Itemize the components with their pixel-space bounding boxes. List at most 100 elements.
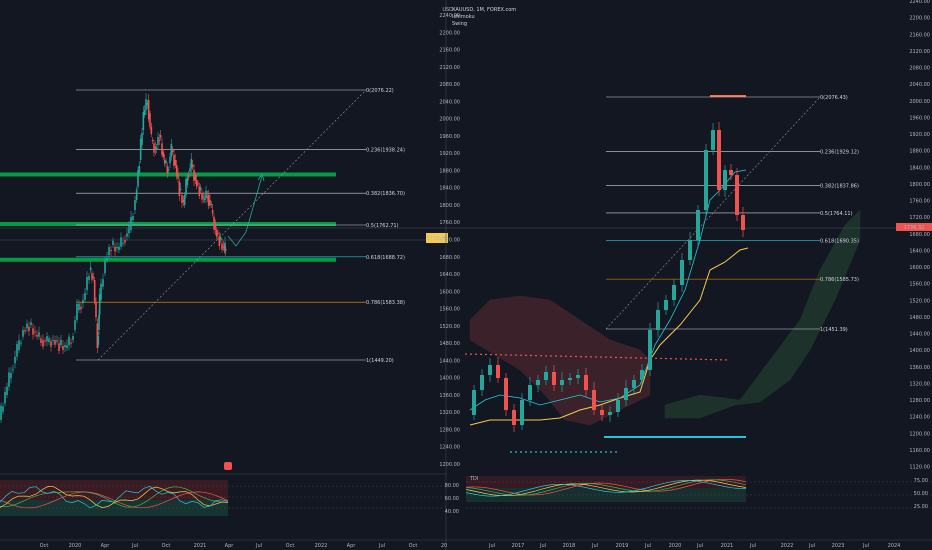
candle-body-right	[723, 170, 727, 190]
candle-body-right	[528, 385, 532, 400]
y-tick-right: 1960.00	[909, 115, 930, 121]
candle-body	[224, 242, 226, 250]
candle-body	[187, 175, 190, 178]
y-tick-right: 1240.00	[909, 415, 930, 421]
x-tick-right: Jul	[488, 543, 495, 549]
y-tick-mid: 2160.00	[439, 48, 460, 54]
candle-body	[223, 249, 226, 251]
osc-band-top	[0, 480, 228, 500]
candle-body	[120, 237, 122, 247]
candle-body	[122, 243, 124, 244]
candle-body	[95, 301, 97, 318]
price-tag-right-bg	[896, 223, 932, 231]
indicator-ichimoku: Ichimoku	[452, 14, 475, 20]
candle-body-right	[704, 150, 708, 210]
y-tick-mid: 1320.00	[439, 410, 460, 416]
candle-body	[175, 165, 178, 177]
y-tick-right: 1320.00	[909, 381, 930, 387]
candle-body	[98, 294, 101, 315]
x-tick-right: Jul	[591, 543, 598, 549]
x-tick-right: 2019	[616, 543, 629, 549]
fib-label: 1(1449.20)	[366, 358, 394, 364]
x-tick-left: 2021	[194, 543, 207, 549]
oscillator-label: TDI	[469, 476, 478, 482]
candle-body	[118, 246, 120, 250]
candle-body	[170, 144, 173, 157]
candle-body	[178, 181, 181, 196]
candle-body	[36, 335, 38, 337]
candle-body	[26, 323, 28, 329]
x-tick-left: Apr	[347, 543, 357, 549]
x-tick-right: 2023	[832, 543, 845, 549]
right-chart-pane[interactable]: 0(2076.43) 0.236(1929.12) 0.382(1837.86) 0.…	[0, 95, 932, 453]
candle-body	[218, 236, 221, 246]
y-tick-right: 1880.00	[909, 149, 930, 155]
candle-body	[134, 200, 136, 210]
candle-body	[70, 342, 72, 344]
x-tick-left: 2022	[315, 543, 328, 549]
candle-body	[124, 240, 126, 243]
fib-label-right: 0.382(1837.86)	[820, 184, 859, 190]
y-tick-mid: 1960.00	[439, 134, 460, 140]
fib-label: 0.5(1762.71)	[366, 223, 399, 229]
x-tick-right: 2018	[563, 543, 576, 549]
candle-body	[14, 356, 16, 364]
y-tick-right: 1600.00	[909, 265, 930, 271]
candle-body	[0, 405, 2, 420]
candle-body	[173, 155, 175, 166]
candle-body	[191, 165, 194, 167]
y-tick-mid: 1440.00	[439, 358, 460, 364]
candle-body	[165, 160, 167, 164]
zone-band	[0, 257, 336, 262]
x-tick-left: Oct	[162, 543, 171, 549]
fib-label-right: 0.5(1764.11)	[820, 211, 853, 217]
candle-body	[193, 170, 195, 181]
candle-body-right	[592, 390, 596, 410]
candle-body-right	[680, 260, 684, 285]
candle-body-right	[488, 365, 492, 375]
candle-body	[32, 328, 34, 335]
candle-body	[8, 372, 10, 387]
fib-label-right: 0.236(1929.12)	[820, 150, 859, 156]
candle-body	[219, 237, 222, 240]
candle-body	[147, 100, 150, 120]
candle-body	[201, 193, 203, 200]
osc-line-right	[465, 480, 747, 497]
candle-body	[110, 250, 112, 251]
candle-body-right	[741, 215, 745, 230]
left-chart-pane[interactable]: 0(2076.22) 0.236(1938.24) 0.382(1836.70) 0.…	[0, 88, 448, 423]
candle-body	[97, 336, 100, 345]
candle-body	[155, 148, 158, 150]
candle-body	[48, 338, 50, 342]
left-oscillator-pane	[0, 462, 446, 516]
candle-body	[100, 283, 102, 300]
candle-body	[10, 373, 12, 379]
candle-body-right	[552, 372, 556, 385]
y-tick-right: 1200.00	[909, 431, 930, 437]
tenkan-line	[469, 169, 747, 411]
candle-body	[141, 133, 143, 145]
candle-body	[174, 160, 177, 165]
price-tag: 1738.38	[427, 236, 448, 242]
y-tick-right: 1120.00	[909, 465, 930, 471]
candle-body	[40, 338, 42, 343]
candle-body	[158, 140, 161, 141]
x-tick-left: Apr	[225, 543, 235, 549]
y-tick-mid: 1240.00	[439, 445, 460, 451]
candle-body	[181, 195, 183, 203]
y-tick-right: 2080.00	[909, 66, 930, 72]
candle-body-right	[568, 378, 572, 380]
y-tick-mid: 1720.00	[439, 238, 460, 244]
candle-body	[161, 143, 163, 155]
candle-body	[210, 204, 213, 205]
x-tick-right: Jul	[644, 543, 651, 549]
ichimoku-cloud-red	[469, 295, 651, 426]
y-tick-right: 1680.00	[909, 232, 930, 238]
candle-body	[92, 276, 95, 278]
candle-body	[82, 300, 84, 304]
projection-arrow	[227, 175, 263, 247]
candle-body	[22, 330, 24, 337]
y-tick-mid: 1360.00	[439, 393, 460, 399]
candle-body	[189, 168, 191, 172]
